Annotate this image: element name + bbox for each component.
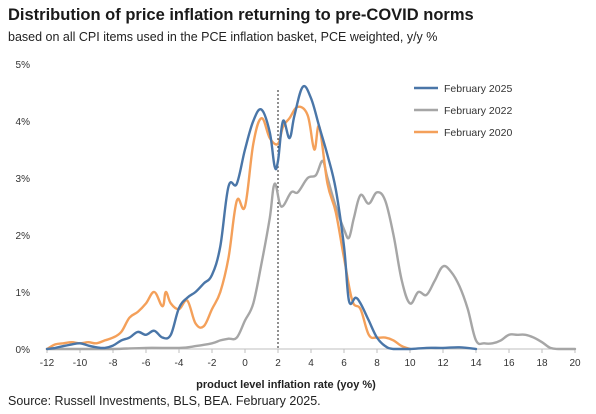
legend: February 2025 February 2022 February 2020 — [414, 83, 512, 139]
x-axis-label: product level inflation rate (yoy %) — [196, 379, 376, 391]
series-line-february-2025 — [45, 84, 478, 351]
series-line-february-2022 — [45, 159, 577, 351]
series-line-february-2020 — [45, 105, 412, 351]
y-tick-label: 3% — [16, 174, 31, 185]
x-tick-label: -8 — [109, 358, 118, 369]
x-tick-label: 6 — [341, 358, 347, 369]
series-lines — [45, 84, 577, 351]
legend-label: February 2022 — [444, 105, 512, 117]
x-tick-label: -6 — [142, 358, 151, 369]
x-tick-label: 0 — [242, 358, 248, 369]
axes: -12 -10 -8 -6 -4 -2 0 2 4 6 8 10 12 14 16 18 20 0% 1% 2% 3% 4… — [16, 60, 581, 391]
x-tick-label: -4 — [175, 358, 184, 369]
x-tick-label: 8 — [374, 358, 380, 369]
x-tick-label: 10 — [404, 358, 416, 369]
legend-label: February 2020 — [444, 127, 512, 139]
x-tick-label: 16 — [503, 358, 515, 369]
y-tick-label: 2% — [16, 231, 31, 242]
legend-label: February 2025 — [444, 83, 512, 95]
x-tick-label: -2 — [208, 358, 217, 369]
x-tick-label: 2 — [275, 358, 281, 369]
x-tick-label: -12 — [40, 358, 55, 369]
x-tick-label: -10 — [73, 358, 88, 369]
x-tick-label: 12 — [437, 358, 449, 369]
x-tick-label: 18 — [536, 358, 548, 369]
y-tick-label: 0% — [16, 345, 31, 356]
y-tick-label: 4% — [16, 117, 31, 128]
y-tick-label: 1% — [16, 288, 31, 299]
chart-subtitle: based on all CPI items used in the PCE i… — [8, 30, 438, 44]
x-tick-label: 4 — [308, 358, 314, 369]
y-tick-label: 5% — [16, 60, 31, 71]
source-note: Source: Russell Investments, BLS, BEA. F… — [8, 394, 321, 408]
x-tick-label: 14 — [470, 358, 482, 369]
chart-title: Distribution of price inflation returnin… — [8, 6, 474, 24]
x-tick-label: 20 — [569, 358, 581, 369]
